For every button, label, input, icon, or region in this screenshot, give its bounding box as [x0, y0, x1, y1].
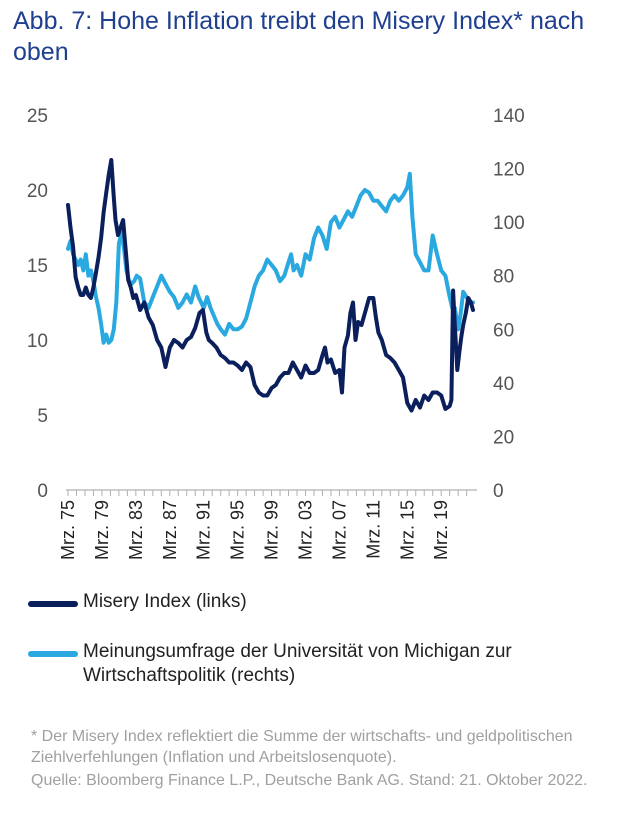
- y-left-tick-label: 10: [27, 331, 48, 352]
- x-tick-label: Mrz. 95: [228, 500, 248, 560]
- y-left-tick-label: 20: [27, 181, 48, 202]
- legend-item-michigan: Meinungsumfrage der Universität von Mich…: [28, 640, 553, 688]
- y-right-tick-label: 140: [493, 106, 525, 127]
- x-tick-label: Mrz. 99: [262, 500, 282, 560]
- legend-label-michigan: Meinungsumfrage der Universität von Mich…: [83, 641, 512, 686]
- x-tick-label: Mrz. 19: [431, 500, 451, 560]
- legend-clip: Meinungsumfrage der Universität von Mich…: [0, 640, 622, 693]
- source-note: Quelle: Bloomberg Finance L.P., Deutsche…: [31, 772, 588, 789]
- legend-label-misery-index: Misery Index (links): [83, 591, 247, 612]
- y-left-tick-label: 5: [37, 406, 48, 427]
- line-chart: 0 5 10 15 20 25 0 20 40 60 80 100 120 140 Mrz. 75 Mrz. …: [27, 106, 525, 560]
- chart-title: Abb. 7: Hohe Inflation treibt den Misery…: [13, 7, 585, 66]
- legend-swatch-misery-index: [28, 601, 78, 607]
- x-tick-label: Mrz. 07: [329, 500, 349, 560]
- y-left-tick-label: 15: [27, 256, 48, 277]
- x-tick-label: Mrz. 87: [160, 500, 180, 560]
- y-right-tick-label: 100: [493, 213, 525, 234]
- y-right-tick-label: 40: [493, 374, 514, 395]
- footnote: * Der Misery Index reflektiert die Summe…: [31, 728, 573, 766]
- x-tick-label: Mrz. 75: [58, 500, 78, 560]
- y-right-tick-label: 80: [493, 267, 514, 288]
- y-left-tick-label: 25: [27, 106, 48, 127]
- x-tick-label: Mrz. 11: [363, 500, 383, 559]
- y-left-tick-label: 0: [37, 481, 48, 502]
- y-right-tick-label: 60: [493, 320, 514, 341]
- x-tick-label: Mrz. 03: [295, 500, 315, 560]
- x-tick-label: Mrz. 91: [194, 500, 214, 560]
- x-tick-label: Mrz. 15: [397, 500, 417, 560]
- y-right-tick-label: 20: [493, 427, 514, 448]
- series-line-michigan: [66, 171, 475, 345]
- legend-item-misery-index: Misery Index (links): [28, 590, 247, 614]
- series-line-misery-index: [66, 158, 475, 413]
- legend-swatch-michigan: [28, 651, 78, 657]
- x-tick-label: Mrz. 83: [126, 500, 146, 560]
- y-right-tick-label: 120: [493, 160, 525, 181]
- y-right-tick-label: 0: [493, 481, 504, 502]
- x-tick-label: Mrz. 79: [92, 500, 112, 560]
